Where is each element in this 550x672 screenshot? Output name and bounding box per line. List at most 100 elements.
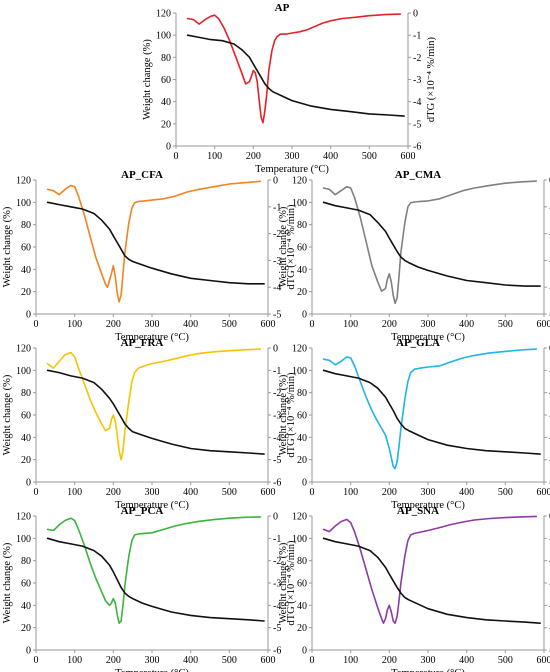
y2-tick-label: -6: [273, 478, 281, 489]
y-axis-title: Weight change (%): [278, 374, 289, 455]
y2-tick-label: -1: [413, 31, 421, 42]
y-tick-label: 80: [297, 388, 307, 399]
y2-tick-label: -5: [273, 623, 281, 634]
y2-tick-label: -5: [413, 119, 421, 130]
y-tick-label: 40: [21, 433, 31, 444]
y2-axis-title: dTG (×10⁻⁴ %/min): [286, 372, 297, 458]
y-tick-label: 120: [16, 344, 31, 355]
y-tick-label: 100: [292, 366, 307, 377]
x-tick-label: 400: [183, 655, 198, 666]
x-tick-label: 600: [537, 487, 550, 498]
y-tick-label: 120: [292, 512, 307, 523]
x-tick-label: 400: [323, 151, 338, 162]
y-tick-label: 40: [21, 265, 31, 276]
y-tick-label: 100: [292, 534, 307, 545]
y-tick-label: 100: [292, 198, 307, 209]
x-tick-label: 400: [459, 487, 474, 498]
weight-series-line: [46, 537, 265, 622]
y-tick-label: 80: [21, 556, 31, 567]
y-tick-label: 120: [16, 512, 31, 523]
y-tick-label: 20: [297, 623, 307, 634]
y-tick-label: 100: [16, 366, 31, 377]
y-tick-label: 60: [21, 579, 31, 590]
x-tick-label: 500: [498, 319, 513, 330]
panel-title: AP: [275, 2, 290, 14]
x-tick-label: 0: [34, 487, 39, 498]
y2-tick-label: -1: [273, 366, 281, 377]
y-axis-title: Weight change (%): [278, 206, 289, 287]
x-tick-label: 300: [285, 151, 300, 162]
y2-tick-label: 0: [273, 344, 278, 355]
x-tick-label: 100: [343, 487, 358, 498]
x-tick-label: 300: [421, 319, 436, 330]
x-tick-label: 0: [310, 319, 315, 330]
x-tick-label: 200: [382, 319, 397, 330]
y-tick-label: 0: [302, 478, 307, 489]
y-tick-label: 40: [297, 601, 307, 612]
y-tick-label: 80: [21, 388, 31, 399]
y-tick-label: 20: [21, 623, 31, 634]
y-tick-label: 60: [297, 243, 307, 254]
y-axis-title: Weight change (%): [142, 39, 153, 120]
x-tick-label: 600: [261, 319, 276, 330]
y-tick-label: 20: [21, 287, 31, 298]
weight-series-line: [322, 369, 541, 455]
x-tick-label: 400: [183, 487, 198, 498]
y-tick-label: 40: [161, 97, 171, 108]
x-tick-label: 600: [261, 655, 276, 666]
y2-tick-label: -4: [273, 433, 281, 444]
y2-tick-label: -4: [273, 283, 281, 294]
dtg-series-line: [322, 515, 538, 624]
y-tick-label: 60: [297, 579, 307, 590]
y-tick-label: 80: [161, 53, 171, 64]
y2-tick-label: -6: [273, 646, 281, 657]
x-tick-label: 600: [261, 487, 276, 498]
y-tick-label: 20: [297, 455, 307, 466]
panel-title: AP_PCA: [121, 505, 164, 517]
x-tick-label: 600: [537, 655, 550, 666]
y-tick-label: 0: [302, 646, 307, 657]
x-tick-label: 400: [459, 319, 474, 330]
x-axis-title: Temperature (°C): [255, 164, 329, 175]
dtg-series-line: [186, 13, 402, 124]
x-tick-label: 500: [222, 319, 237, 330]
dtg-series-line: [322, 348, 538, 470]
x-tick-label: 200: [246, 151, 261, 162]
panel-title: AP_GLA: [396, 337, 440, 349]
weight-series-line: [46, 201, 265, 285]
x-tick-label: 300: [421, 655, 436, 666]
x-tick-label: 200: [382, 655, 397, 666]
x-axis-title: Temperature (°C): [391, 668, 465, 672]
y2-tick-label: -3: [273, 411, 281, 422]
dtg-series-line: [322, 180, 538, 305]
y-tick-label: 80: [297, 220, 307, 231]
y-tick-label: 120: [292, 344, 307, 355]
x-tick-label: 0: [34, 655, 39, 666]
dtg-series-line: [46, 180, 262, 303]
x-axis-title: Temperature (°C): [115, 668, 189, 672]
x-tick-label: 300: [145, 655, 160, 666]
y-tick-label: 120: [16, 176, 31, 187]
y-tick-label: 100: [16, 198, 31, 209]
x-tick-label: 100: [343, 655, 358, 666]
x-tick-label: 600: [537, 319, 550, 330]
y-tick-label: 0: [26, 646, 31, 657]
x-axis-title: Temperature (°C): [391, 500, 465, 511]
y2-tick-label: -2: [413, 53, 421, 64]
y2-tick-label: -3: [273, 256, 281, 267]
y-tick-label: 80: [297, 556, 307, 567]
dtg-series-line: [46, 516, 262, 624]
panel-title: AP_SNA: [397, 505, 439, 517]
x-axis-title: Temperature (°C): [115, 332, 189, 343]
y2-tick-label: -2: [273, 556, 281, 567]
weight-series-line: [322, 201, 541, 287]
y2-tick-label: 0: [273, 176, 278, 187]
y-tick-label: 60: [161, 75, 171, 86]
y-tick-label: 20: [297, 287, 307, 298]
y-tick-label: 40: [297, 433, 307, 444]
y-tick-label: 20: [161, 119, 171, 130]
chart-panel: 01002003004005006000204060801001200-1-2-…: [278, 337, 550, 511]
y-axis-title: Weight change (%): [2, 542, 13, 623]
